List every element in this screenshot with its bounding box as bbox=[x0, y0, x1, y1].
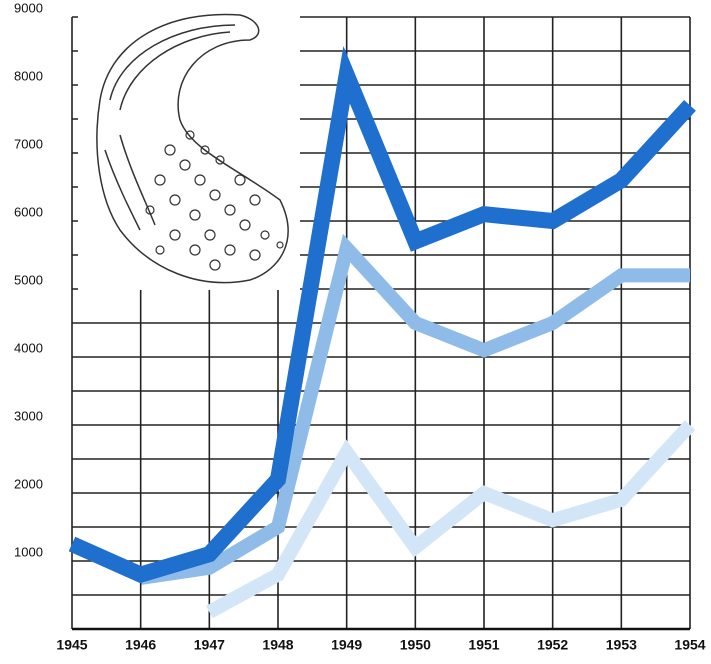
y-tick-label: 7000 bbox=[14, 136, 43, 151]
x-tick-label: 1950 bbox=[400, 637, 431, 653]
x-tick-label: 1953 bbox=[606, 637, 637, 653]
x-tick-label: 1946 bbox=[125, 637, 156, 653]
cornucopia-illustration bbox=[78, 0, 300, 290]
y-tick-label: 4000 bbox=[14, 340, 43, 355]
y-tick-label: 1000 bbox=[14, 544, 43, 559]
x-tick-label: 1954 bbox=[674, 637, 705, 653]
y-tick-label: 5000 bbox=[14, 272, 43, 287]
page: 1000 2000 3000 4000 5000 6000 7000 8000 9000 1945… bbox=[0, 0, 711, 664]
y-tick-label: 9000 bbox=[14, 0, 43, 15]
y-tick-label: 3000 bbox=[14, 408, 43, 423]
y-tick-label: 2000 bbox=[14, 476, 43, 491]
x-tick-label: 1949 bbox=[331, 637, 362, 653]
y-tick-label: 8000 bbox=[14, 68, 43, 83]
chart: 1000 2000 3000 4000 5000 6000 7000 8000 9000 1945… bbox=[0, 0, 711, 664]
y-tick-label: 6000 bbox=[14, 204, 43, 219]
x-tick-label: 1947 bbox=[194, 637, 225, 653]
x-tick-label: 1945 bbox=[56, 637, 87, 653]
x-tick-label: 1948 bbox=[262, 637, 293, 653]
x-tick-label: 1951 bbox=[468, 637, 499, 653]
x-tick-label: 1952 bbox=[537, 637, 568, 653]
